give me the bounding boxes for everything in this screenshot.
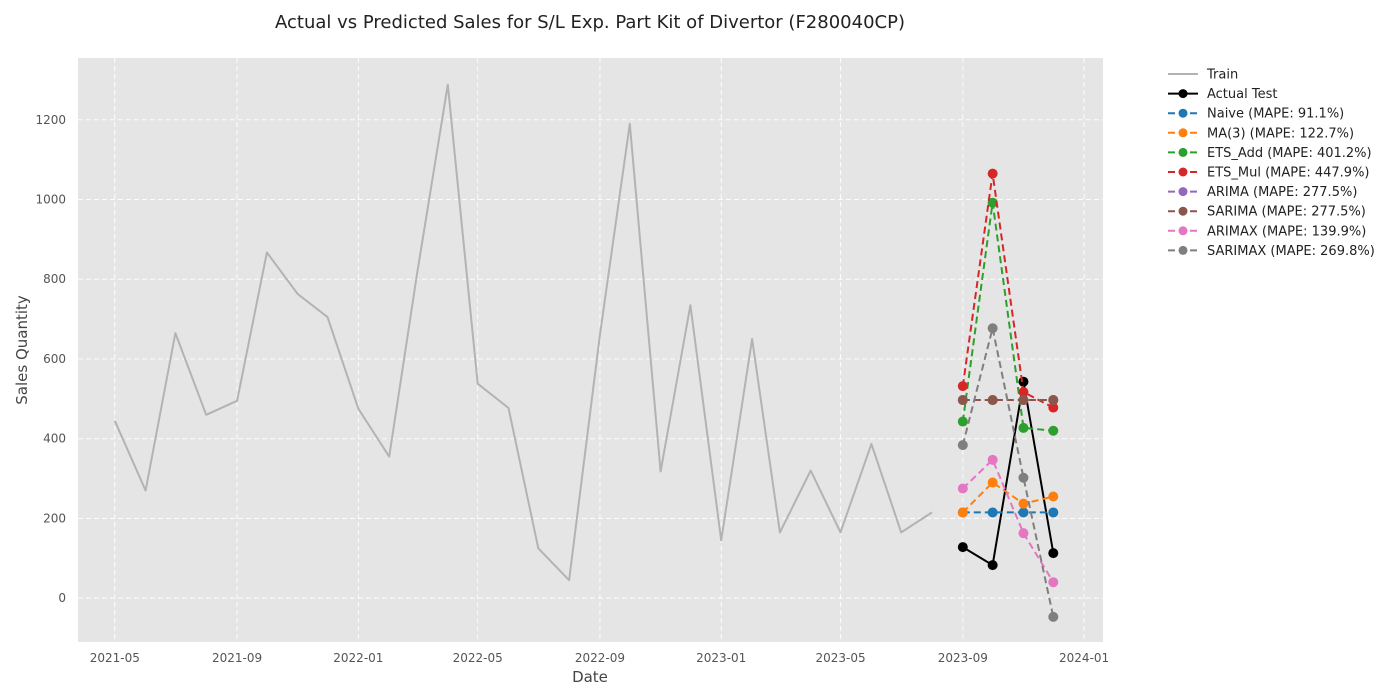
data-point <box>1048 402 1059 413</box>
data-point <box>957 507 968 518</box>
data-point <box>1048 548 1059 559</box>
x-axis-ticks: 2021-05 2021-09 2022-01 2022-05 2022-09 2023-… <box>90 651 1109 665</box>
data-point <box>987 323 998 334</box>
legend-marker <box>1178 167 1188 177</box>
legend-marker <box>1178 226 1188 236</box>
legend-item: SARIMAX (MAPE: 269.8%) <box>1168 244 1375 259</box>
data-point <box>987 477 998 488</box>
data-point <box>957 381 968 392</box>
series-8 <box>957 454 1059 588</box>
y-tick-label: 400 <box>43 432 66 446</box>
legend-item: SARIMA (MAPE: 277.5%) <box>1168 205 1366 220</box>
x-axis-title: Date <box>572 668 608 686</box>
series-line <box>962 481 1054 514</box>
data-point <box>987 454 998 465</box>
data-point <box>1048 611 1059 622</box>
data-point <box>957 395 968 406</box>
legend-marker <box>1178 206 1188 216</box>
series-line <box>962 458 1055 583</box>
data-point <box>1048 395 1059 406</box>
series-line <box>961 201 1054 432</box>
legend-item: MA(3) (MAPE: 122.7%) <box>1168 126 1354 141</box>
data-point <box>1018 498 1029 509</box>
legend-label: Naive (MAPE: 91.1%) <box>1207 107 1344 122</box>
y-tick-label: 1000 <box>35 193 66 207</box>
x-tick-label: 2021-05 <box>90 651 140 665</box>
series-3 <box>957 477 1059 518</box>
series-line <box>962 380 1055 567</box>
y-tick-label: 200 <box>43 511 66 525</box>
y-tick-label: 1200 <box>35 113 66 127</box>
series-9 <box>957 323 1059 622</box>
legend-label: SARIMAX (MAPE: 269.8%) <box>1207 244 1375 259</box>
legend-marker <box>1178 89 1188 99</box>
series-line <box>961 172 1054 409</box>
legend-marker <box>1178 187 1188 197</box>
data-point <box>1048 491 1059 502</box>
data-point <box>1018 387 1029 398</box>
legend-label: ETS_Mul (MAPE: 447.9%) <box>1207 166 1370 181</box>
data-point <box>987 197 998 208</box>
data-point <box>957 440 968 451</box>
legend-item: Actual Test <box>1168 87 1277 102</box>
legend-label: MA(3) (MAPE: 122.7%) <box>1207 126 1354 141</box>
series-5 <box>957 168 1059 413</box>
legend-item: ARIMAX (MAPE: 139.9%) <box>1168 224 1366 239</box>
legend-marker <box>1178 245 1188 255</box>
data-point <box>1048 425 1059 436</box>
data-point <box>1018 528 1029 539</box>
series-line <box>961 327 1055 618</box>
data-point <box>957 483 968 494</box>
y-tick-label: 0 <box>58 591 66 605</box>
x-tick-label: 2022-09 <box>575 651 625 665</box>
series-line <box>113 83 933 582</box>
data-point <box>987 168 998 179</box>
y-tick-label: 600 <box>43 352 66 366</box>
series-0 <box>113 83 933 582</box>
series-layer <box>113 83 1059 622</box>
x-tick-label: 2022-01 <box>333 651 383 665</box>
chart-title: Actual vs Predicted Sales for S/L Exp. P… <box>275 12 905 33</box>
data-point <box>1018 395 1029 406</box>
data-point <box>987 395 998 406</box>
legend-item: ARIMA (MAPE: 277.5%) <box>1168 185 1357 200</box>
data-point <box>1018 472 1029 483</box>
x-tick-label: 2023-09 <box>938 651 988 665</box>
data-point <box>957 416 968 427</box>
data-point <box>1048 507 1059 518</box>
legend-marker <box>1178 147 1188 157</box>
legend-item: Train <box>1168 68 1238 83</box>
legend-item: ETS_Mul (MAPE: 447.9%) <box>1168 166 1370 181</box>
y-tick-label: 800 <box>43 272 66 286</box>
legend-label: ARIMA (MAPE: 277.5%) <box>1207 185 1357 200</box>
data-point <box>987 507 998 518</box>
data-point <box>1018 422 1029 433</box>
y-axis-title: Sales Quantity <box>13 295 31 405</box>
series-4 <box>957 197 1059 436</box>
legend-label: SARIMA (MAPE: 277.5%) <box>1207 205 1366 220</box>
legend-marker <box>1178 108 1188 118</box>
legend-item: Naive (MAPE: 91.1%) <box>1168 107 1344 122</box>
data-point <box>957 542 968 553</box>
x-tick-label: 2021-09 <box>212 651 262 665</box>
grid <box>78 58 1103 642</box>
x-tick-label: 2023-01 <box>696 651 746 665</box>
data-point <box>1048 577 1059 588</box>
legend-label: Train <box>1206 68 1238 83</box>
legend-label: ETS_Add (MAPE: 401.2%) <box>1207 146 1372 161</box>
y-axis-ticks: 0 200 400 600 800 1000 1200 <box>35 113 66 605</box>
x-tick-label: 2023-05 <box>815 651 865 665</box>
legend-item: ETS_Add (MAPE: 401.2%) <box>1168 146 1372 161</box>
legend-label: ARIMAX (MAPE: 139.9%) <box>1207 224 1366 239</box>
legend-label: Actual Test <box>1207 87 1277 102</box>
data-point <box>1018 507 1029 518</box>
x-tick-label: 2024-01 <box>1059 651 1109 665</box>
legend-marker <box>1178 128 1188 138</box>
data-point <box>987 560 998 571</box>
plot-area <box>78 58 1103 642</box>
x-tick-label: 2022-05 <box>453 651 503 665</box>
data-point <box>1018 376 1029 387</box>
legend: Train Actual Test Naive (MAPE: 91.1%) MA(3)… <box>1168 68 1375 259</box>
